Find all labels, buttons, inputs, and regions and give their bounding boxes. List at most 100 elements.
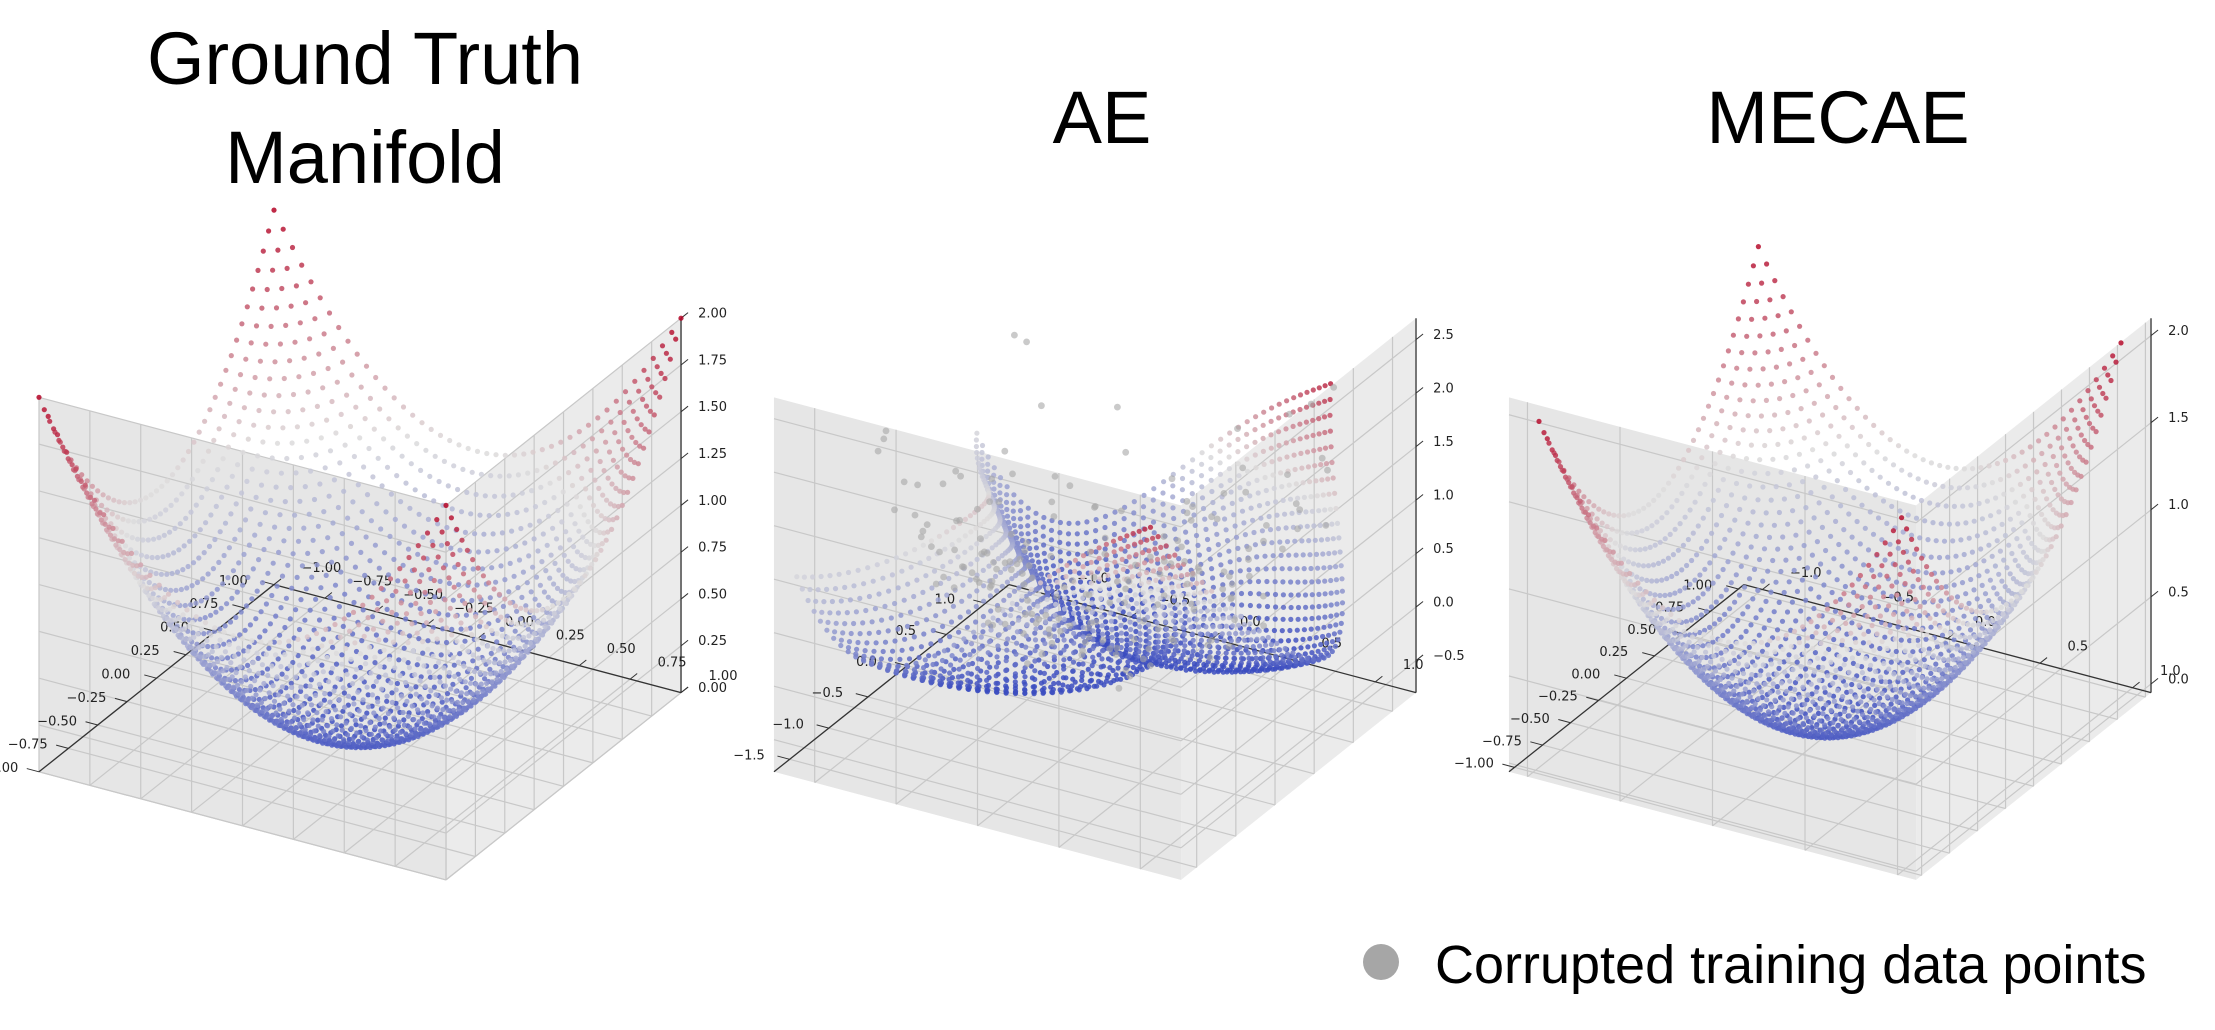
surface-point [1740, 427, 1746, 433]
surface-point [1313, 551, 1320, 558]
surface-point [1222, 516, 1228, 522]
surface-point [363, 727, 369, 734]
surface-point [474, 690, 480, 696]
surface-point [392, 516, 398, 523]
surface-point [300, 645, 306, 651]
surface-point [912, 547, 918, 553]
z-tick-label: 1.0 [1433, 488, 1454, 503]
surface-point [444, 541, 450, 547]
surface-point [1331, 631, 1337, 637]
surface-point [965, 670, 971, 676]
y-tick-label: −0.50 [403, 588, 443, 603]
corrupted-point [1042, 611, 1050, 619]
surface-point [198, 598, 204, 604]
surface-point [387, 533, 393, 540]
corrupted-point [940, 573, 947, 581]
surface-point [1269, 459, 1275, 465]
surface-point [1335, 637, 1341, 643]
surface-point [1076, 570, 1082, 576]
surface-point [393, 612, 399, 618]
surface-point [237, 527, 243, 533]
surface-point [294, 424, 300, 430]
surface-point [425, 638, 431, 644]
surface-point [1130, 605, 1136, 611]
surface-point [339, 531, 345, 537]
surface-point [343, 555, 349, 561]
surface-point [377, 664, 383, 670]
surface-point [2077, 398, 2083, 404]
z-tick [1415, 440, 1424, 447]
surface-point [325, 535, 331, 541]
surface-point [1142, 598, 1148, 605]
surface-point [1289, 510, 1295, 516]
surface-point [552, 460, 559, 466]
surface-point [986, 639, 993, 645]
surface-point [1248, 505, 1254, 511]
corrupted-point [1160, 533, 1168, 540]
panel-ground-truth-3d-plot: −1.00−0.75−0.50−0.250.000.250.500.751.00… [0, 207, 737, 881]
surface-point [1321, 565, 1327, 571]
surface-point [1003, 658, 1009, 664]
surface-point [1326, 550, 1332, 557]
surface-point [1074, 541, 1080, 547]
gridline-z [1915, 335, 2152, 524]
surface-point [316, 617, 323, 623]
corrupted-point [1007, 566, 1015, 574]
surface-point [1093, 549, 1099, 555]
surface-point [629, 434, 635, 440]
surface-point [1833, 404, 1839, 411]
surface-point [36, 394, 42, 400]
surface-point [332, 707, 338, 713]
surface-point [197, 616, 203, 622]
surface-point [1229, 664, 1235, 670]
gridline-y [1527, 589, 1763, 778]
surface-point [299, 262, 305, 268]
surface-point [332, 582, 339, 588]
surface-point [1809, 552, 1815, 558]
surface-point [2044, 431, 2050, 437]
surface-point [817, 618, 824, 624]
surface-point [314, 403, 320, 409]
surface-point [1284, 398, 1290, 404]
surface-point [412, 672, 418, 678]
surface-point [492, 610, 499, 616]
surface-point [2031, 457, 2037, 463]
surface-point [400, 562, 406, 568]
surface-point [304, 733, 310, 739]
surface-point [444, 691, 451, 697]
surface-point [580, 534, 586, 540]
x-tick [1502, 763, 1515, 768]
surface-point [437, 674, 443, 680]
surface-point [1814, 624, 1820, 630]
surface-point [1789, 599, 1795, 605]
surface-point [142, 567, 148, 573]
surface-point [1197, 590, 1203, 596]
surface-point [504, 613, 510, 619]
surface-point [519, 594, 525, 601]
surface-point [395, 739, 401, 745]
surface-point [356, 708, 362, 714]
surface-point [973, 437, 980, 443]
surface-point [1157, 566, 1163, 573]
surface-point [353, 722, 359, 728]
surface-point [1279, 484, 1285, 490]
surface-point [2011, 454, 2017, 460]
corrupted-point [1020, 630, 1027, 637]
surface-point [1171, 515, 1177, 522]
surface-point [1767, 428, 1773, 434]
surface-point [1821, 363, 1827, 369]
surface-point [1788, 439, 1794, 445]
surface-point [1024, 622, 1030, 628]
surface-point [1103, 556, 1109, 563]
surface-point [1199, 495, 1206, 501]
surface-point [485, 549, 491, 555]
surface-point [1969, 549, 1975, 555]
surface-point [892, 600, 898, 607]
gridline-z [445, 692, 682, 881]
surface-point [200, 642, 206, 648]
surface-point [438, 617, 444, 623]
gridline-y [343, 665, 580, 854]
surface-point [406, 633, 413, 639]
surface-point [980, 629, 986, 635]
surface-point [141, 518, 147, 524]
